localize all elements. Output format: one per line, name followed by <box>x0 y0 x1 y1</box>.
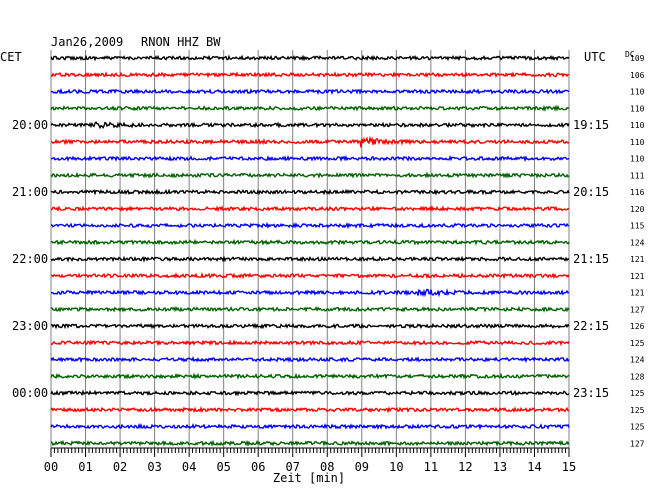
x-axis-label: Zeit [min] <box>273 471 345 485</box>
dc-offset-label: 127 <box>630 439 645 448</box>
utc-hour-label: 19:15 <box>573 118 609 132</box>
dc-offset-label: 124 <box>630 238 645 247</box>
trace-row <box>50 188 570 196</box>
row-labels: 109 106 110 110 110 20:00 19:15 110 110 111 116 21:… <box>12 54 645 448</box>
trace-row <box>50 171 570 179</box>
dc-offset-label: 110 <box>630 138 645 147</box>
x-tick-label: 14 <box>527 460 541 474</box>
x-axis: 00 01 02 03 04 05 06 07 08 09 10 11 12 13 14 15 <box>44 447 576 474</box>
x-tick-label: 04 <box>182 460 196 474</box>
cet-hour-label: 00:00 <box>12 386 48 400</box>
dc-offset-label: 125 <box>630 406 645 415</box>
trace-row <box>50 71 570 79</box>
cet-hour-label: 23:00 <box>12 319 48 333</box>
trace-row <box>50 389 570 397</box>
trace-row <box>50 87 570 95</box>
x-tick-label: 07 <box>286 460 300 474</box>
x-tick-label: 02 <box>113 460 127 474</box>
dc-offset-label: 127 <box>630 305 645 314</box>
x-tick-label: 15 <box>562 460 576 474</box>
dc-offset-label: 128 <box>630 372 645 381</box>
trace-row <box>50 255 570 263</box>
utc-hour-label: 20:15 <box>573 185 609 199</box>
trace-row <box>50 305 570 313</box>
dc-offset-label: 110 <box>630 104 645 113</box>
trace-row <box>50 423 570 431</box>
trace-row <box>50 356 570 364</box>
trace-row <box>50 238 570 246</box>
trace-row <box>50 271 570 280</box>
trace-row <box>50 205 570 213</box>
dc-offset-label: 116 <box>630 188 645 197</box>
station-label: RNON HHZ BW <box>141 35 221 49</box>
x-tick-label: 11 <box>424 460 438 474</box>
dc-offset-label: 125 <box>630 339 645 348</box>
grid <box>50 50 570 448</box>
x-tick-label: 05 <box>216 460 230 474</box>
x-tick-label: 06 <box>251 460 265 474</box>
x-tick-label: 13 <box>493 460 507 474</box>
cet-hour-label: 22:00 <box>12 252 48 266</box>
utc-hour-label: 23:15 <box>573 386 609 400</box>
dc-offset-label: 106 <box>630 71 645 80</box>
dc-label: DC <box>625 50 635 59</box>
x-tick-label: 09 <box>355 460 369 474</box>
x-tick-label: 10 <box>389 460 403 474</box>
cet-label: CET <box>0 50 22 64</box>
trace-row <box>50 121 570 130</box>
dc-offset-label: 124 <box>630 356 645 365</box>
dc-offset-label: 121 <box>630 289 645 298</box>
dc-offset-label: 110 <box>630 88 645 97</box>
utc-hour-label: 22:15 <box>573 319 609 333</box>
dc-offset-label: 126 <box>630 322 645 331</box>
dc-offset-label: 115 <box>630 222 645 231</box>
utc-hour-label: 21:15 <box>573 252 609 266</box>
dc-offset-label: 111 <box>630 171 645 180</box>
utc-label: UTC <box>584 50 606 64</box>
dc-offset-label: 110 <box>630 121 645 130</box>
trace-row <box>50 322 570 330</box>
trace-row <box>50 372 570 380</box>
x-tick-label: 08 <box>320 460 334 474</box>
trace-row <box>50 154 570 163</box>
x-tick-label: 01 <box>78 460 92 474</box>
trace-row <box>50 339 570 347</box>
dc-offset-label: 121 <box>630 255 645 264</box>
x-tick-label: 12 <box>458 460 472 474</box>
traces <box>50 54 570 447</box>
dc-offset-label: 121 <box>630 272 645 281</box>
trace-row <box>50 221 570 230</box>
trace-row <box>50 135 570 148</box>
dc-offset-label: 110 <box>630 155 645 164</box>
trace-row <box>50 439 570 447</box>
x-tick-label: 00 <box>44 460 58 474</box>
x-tick-label: 03 <box>147 460 161 474</box>
cet-hour-label: 21:00 <box>12 185 48 199</box>
dc-offset-label: 109 <box>630 54 645 63</box>
trace-row <box>50 405 570 414</box>
dc-offset-label: 125 <box>630 423 645 432</box>
cet-hour-label: 20:00 <box>12 118 48 132</box>
dc-offset-label: 125 <box>630 389 645 398</box>
date-label: Jan26,2009 <box>51 35 123 49</box>
trace-row <box>51 288 570 298</box>
trace-row <box>50 54 570 62</box>
dc-offset-label: 120 <box>630 205 645 214</box>
trace-row <box>50 104 570 112</box>
